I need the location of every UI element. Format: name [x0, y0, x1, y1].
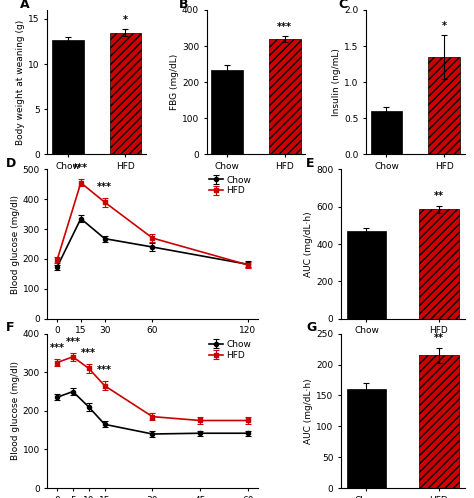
- Y-axis label: FBG (mg/dL): FBG (mg/dL): [170, 54, 179, 110]
- Text: E: E: [306, 157, 315, 170]
- Text: ***: ***: [81, 348, 96, 358]
- Bar: [211, 70, 243, 154]
- Bar: [269, 39, 301, 154]
- X-axis label: Time (min): Time (min): [128, 338, 177, 347]
- Text: ***: ***: [97, 182, 112, 192]
- Text: A: A: [20, 0, 29, 11]
- Text: ***: ***: [73, 163, 88, 173]
- Y-axis label: Blood glucose (mg/dl): Blood glucose (mg/dl): [11, 362, 20, 460]
- Bar: [346, 389, 386, 488]
- Text: F: F: [5, 321, 14, 334]
- Text: B: B: [179, 0, 189, 11]
- Bar: [419, 355, 459, 488]
- Legend: Chow, HFD: Chow, HFD: [207, 174, 253, 197]
- Text: ***: ***: [277, 21, 292, 32]
- Text: **: **: [434, 191, 444, 201]
- Text: D: D: [5, 157, 16, 170]
- Bar: [109, 32, 141, 154]
- Text: ***: ***: [49, 343, 64, 353]
- Y-axis label: Body weight at weaning (g): Body weight at weaning (g): [17, 19, 26, 145]
- Y-axis label: Blood glucose (mg/dl): Blood glucose (mg/dl): [11, 195, 20, 293]
- Y-axis label: AUC (mg/dL·h): AUC (mg/dL·h): [304, 211, 313, 277]
- Text: *: *: [442, 21, 447, 31]
- Bar: [371, 111, 402, 154]
- Bar: [346, 231, 386, 319]
- Text: **: **: [434, 333, 444, 343]
- Text: ***: ***: [65, 337, 81, 347]
- Text: C: C: [338, 0, 348, 11]
- Y-axis label: Insulin (ng/mL): Insulin (ng/mL): [332, 48, 341, 116]
- Y-axis label: AUC (mg/dL·h): AUC (mg/dL·h): [304, 378, 313, 444]
- Text: ***: ***: [97, 365, 112, 375]
- Bar: [428, 57, 460, 154]
- Text: G: G: [306, 321, 317, 334]
- Bar: [419, 210, 459, 319]
- Legend: Chow, HFD: Chow, HFD: [207, 338, 253, 362]
- Text: *: *: [123, 15, 128, 25]
- Bar: [52, 40, 83, 154]
